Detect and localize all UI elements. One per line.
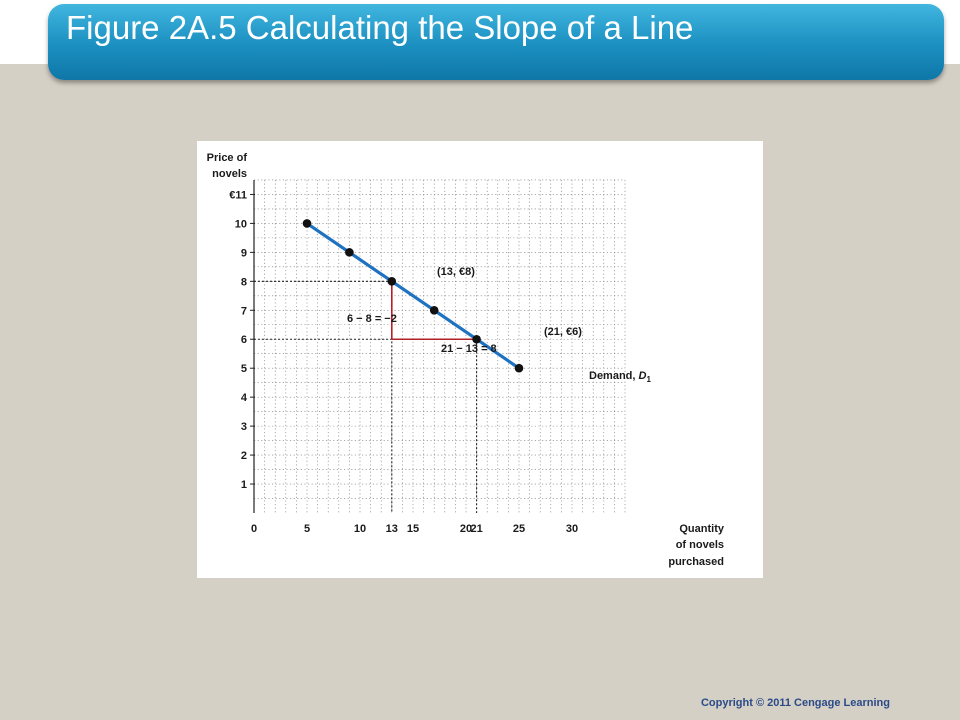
title-bar bbox=[48, 4, 944, 80]
x-tick-label: 20 bbox=[460, 523, 472, 535]
x-tick-label: 13 bbox=[386, 523, 398, 535]
run-label: 21 − 13 = 8 bbox=[441, 343, 497, 355]
x-tick-label: 25 bbox=[513, 523, 525, 535]
rise-label: 6 − 8 = −2 bbox=[347, 313, 397, 325]
y-axis-label-line-1: Price of bbox=[207, 152, 248, 164]
chart-grid bbox=[254, 179, 626, 513]
y-tick-label: €11 bbox=[229, 189, 247, 201]
point-a-label: (13, €8) bbox=[437, 266, 475, 278]
chart-axes bbox=[250, 179, 255, 513]
point-b-label: (21, €6) bbox=[544, 326, 582, 338]
y-tick-label: 9 bbox=[241, 247, 247, 259]
demand-curve-line bbox=[305, 221, 521, 370]
y-axis-label-line-2: novels bbox=[212, 168, 247, 180]
x-tick-label: 10 bbox=[354, 523, 366, 535]
copyright-notice: Copyright © 2011 Cengage Learning bbox=[700, 697, 890, 709]
demand-series-label: Demand, D1 bbox=[589, 370, 651, 384]
y-tick-label: 2 bbox=[241, 450, 247, 462]
x-tick-label: 15 bbox=[407, 523, 419, 535]
y-tick-label: 4 bbox=[241, 392, 248, 404]
figure-panel: Price of novels Quantity of novels purch… bbox=[197, 141, 763, 578]
slide-title: Figure 2A.5 Calculating the Slope of a L… bbox=[66, 9, 694, 46]
x-tick-label: 21 bbox=[470, 523, 482, 535]
demand-chart: Price of novels Quantity of novels purch… bbox=[207, 152, 725, 568]
y-tick-label: 6 bbox=[241, 334, 247, 346]
y-tick-label: 1 bbox=[241, 479, 247, 491]
x-tick-label: 5 bbox=[304, 523, 310, 535]
y-tick-label: 5 bbox=[241, 363, 247, 375]
data-point bbox=[387, 277, 397, 286]
x-axis-label-line-1: Quantity bbox=[679, 523, 724, 535]
data-point bbox=[345, 248, 354, 257]
demand-series bbox=[302, 219, 524, 373]
data-point bbox=[429, 305, 439, 315]
data-point bbox=[302, 219, 312, 228]
x-tick-label: 0 bbox=[251, 523, 257, 535]
slope-triangle bbox=[391, 281, 477, 341]
x-axis-label-line-2: of novels bbox=[676, 539, 724, 551]
x-axis-label-line-3: purchased bbox=[668, 556, 724, 568]
y-tick-label: 10 bbox=[235, 218, 247, 230]
data-point bbox=[472, 334, 481, 344]
chart-labels: Price of novels Quantity of novels purch… bbox=[207, 152, 725, 568]
x-tick-label: 30 bbox=[566, 523, 578, 535]
y-tick-label: 3 bbox=[241, 421, 247, 433]
y-tick-label: 8 bbox=[241, 276, 247, 288]
y-tick-label: 7 bbox=[241, 305, 247, 317]
data-point bbox=[514, 363, 524, 373]
